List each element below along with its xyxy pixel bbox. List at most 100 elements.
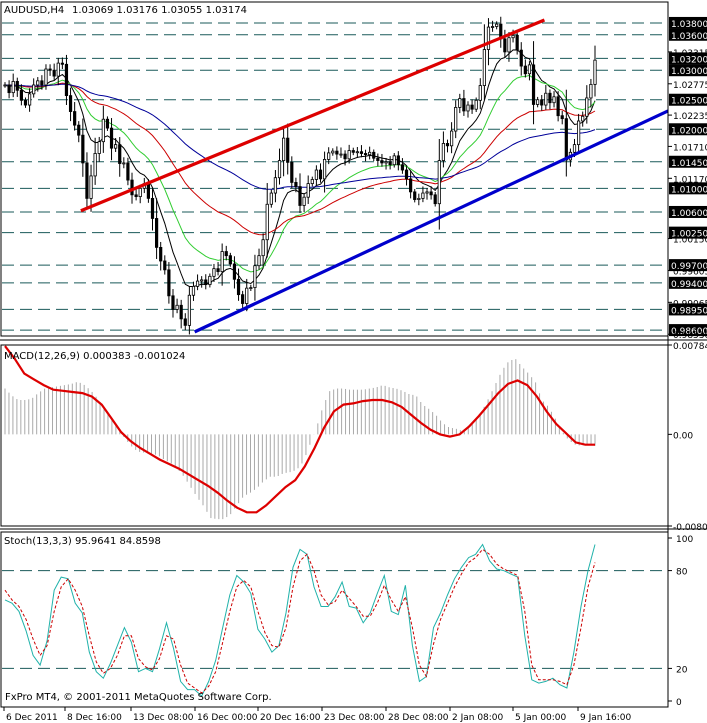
candle-body xyxy=(81,134,85,164)
candle-body xyxy=(335,150,339,155)
candle-body xyxy=(241,294,245,304)
candle-body xyxy=(257,255,261,267)
candle-body xyxy=(175,304,179,310)
time-label: 13 Dec 08:00 xyxy=(133,713,194,723)
time-label: 5 Jan 00:00 xyxy=(515,713,567,723)
candle-body xyxy=(277,160,282,179)
candle-body xyxy=(392,155,396,166)
candle-body xyxy=(531,64,536,105)
stoch-axis: 100 80 20 0 xyxy=(668,535,693,708)
time-label: 8 Dec 16:00 xyxy=(67,713,122,723)
candle-body xyxy=(552,96,556,104)
candle-body xyxy=(490,26,495,28)
price-level-badge xyxy=(669,93,707,106)
candle-body xyxy=(503,38,507,53)
candle-body xyxy=(318,169,323,180)
candle-body xyxy=(7,84,11,94)
candle-body xyxy=(368,151,372,156)
lower-channel-line xyxy=(193,109,669,334)
candle-body xyxy=(589,83,593,99)
macd-histogram xyxy=(4,359,596,520)
price-level-label: 1.02500 xyxy=(671,97,707,107)
price-level-label: 1.03600 xyxy=(671,32,707,42)
candle-body xyxy=(413,191,417,200)
price-level-badge xyxy=(669,259,707,272)
time-label: 28 Dec 08:00 xyxy=(388,713,449,723)
candle-body xyxy=(581,115,585,122)
candle-body xyxy=(322,158,327,180)
price-level-badge xyxy=(669,182,707,195)
candle-body xyxy=(298,186,302,206)
candle-body xyxy=(425,191,429,194)
price-level-badge xyxy=(669,226,707,239)
candle-body xyxy=(126,162,130,181)
candle-body xyxy=(93,153,97,177)
candle-body xyxy=(85,162,89,199)
candle-body xyxy=(134,194,138,198)
price-level-label: 0.98600 xyxy=(671,327,707,337)
time-axis: 6 Dec 2011 8 Dec 16:00 13 Dec 08:00 16 Dec … xyxy=(3,707,632,723)
time-label: 16 Dec 00:00 xyxy=(197,713,258,723)
price-tick-label: 1.01710 xyxy=(673,143,707,153)
candle-body xyxy=(56,62,60,77)
stoch-tick-label: 0 xyxy=(676,698,682,708)
candle-body xyxy=(519,49,523,67)
stoch-d-line xyxy=(4,548,596,694)
candle-body xyxy=(224,251,228,257)
price-tick-label: 0.98530 xyxy=(673,331,707,341)
price-panel[interactable]: 1.038001.036001.033151.032001.030001.027… xyxy=(2,5,707,341)
macd-tick-label: -0.00804 xyxy=(673,523,707,533)
stoch-lines xyxy=(4,543,596,697)
stoch-tick-label: 100 xyxy=(676,535,693,545)
candle-body xyxy=(245,287,249,304)
candle-body xyxy=(376,157,380,161)
candle-body xyxy=(60,62,64,65)
candle-body xyxy=(466,104,470,112)
price-level-badge xyxy=(669,276,707,289)
candle-body xyxy=(384,161,388,164)
candle-body xyxy=(64,63,69,97)
price-tick-label: 1.02775 xyxy=(673,81,707,91)
candle-body xyxy=(27,93,32,106)
price-level-label: 0.99400 xyxy=(671,280,707,290)
candle-body xyxy=(228,255,232,265)
candle-body xyxy=(339,153,343,156)
candle-body xyxy=(515,34,519,51)
candle-body xyxy=(523,65,527,75)
ohlc-readout: 1.03069 1.03176 1.03055 1.03174 xyxy=(72,5,247,16)
macd-tick-label: 0.007840 xyxy=(673,342,707,352)
macd-panel[interactable]: 0.007840 0.00 -0.00804 MACD(12,26,9) 0.000… xyxy=(4,342,707,533)
candle-body xyxy=(380,160,384,164)
candle-body xyxy=(118,144,122,164)
candle-body xyxy=(355,151,359,154)
trend-channel[interactable] xyxy=(80,18,669,334)
candle-body xyxy=(171,295,175,310)
candle-body xyxy=(527,64,532,75)
candle-body xyxy=(195,280,200,287)
price-level-label: 1.01450 xyxy=(671,159,707,169)
price-level-badge xyxy=(669,16,707,29)
candle-body xyxy=(351,150,355,153)
price-level-label: 0.98950 xyxy=(671,306,707,316)
candle-body xyxy=(314,169,318,180)
candle-body xyxy=(122,162,126,165)
candle-body xyxy=(101,118,105,143)
candle-body xyxy=(15,81,19,91)
candle-body xyxy=(163,260,167,271)
price-level-badge xyxy=(669,303,707,316)
candle-body xyxy=(109,127,114,149)
candle-body xyxy=(265,203,269,241)
candle-body xyxy=(282,137,286,161)
candle-body xyxy=(433,194,437,205)
candle-body xyxy=(548,92,552,104)
candle-body xyxy=(409,178,413,193)
price-axis: 1.038001.036001.033151.032001.030001.027… xyxy=(668,16,707,341)
candle-body xyxy=(220,251,224,273)
candle-body xyxy=(191,285,196,296)
price-level-label: 0.99700 xyxy=(671,262,707,272)
candle-body xyxy=(236,278,241,296)
time-label: 6 Dec 2011 xyxy=(6,713,58,723)
stoch-tick-label: 20 xyxy=(676,665,688,675)
stoch-panel[interactable]: 100 80 20 0 Stoch(13,3,3) 95.9641 84.8598 xyxy=(2,535,693,708)
price-level-label: 1.03200 xyxy=(671,55,707,65)
